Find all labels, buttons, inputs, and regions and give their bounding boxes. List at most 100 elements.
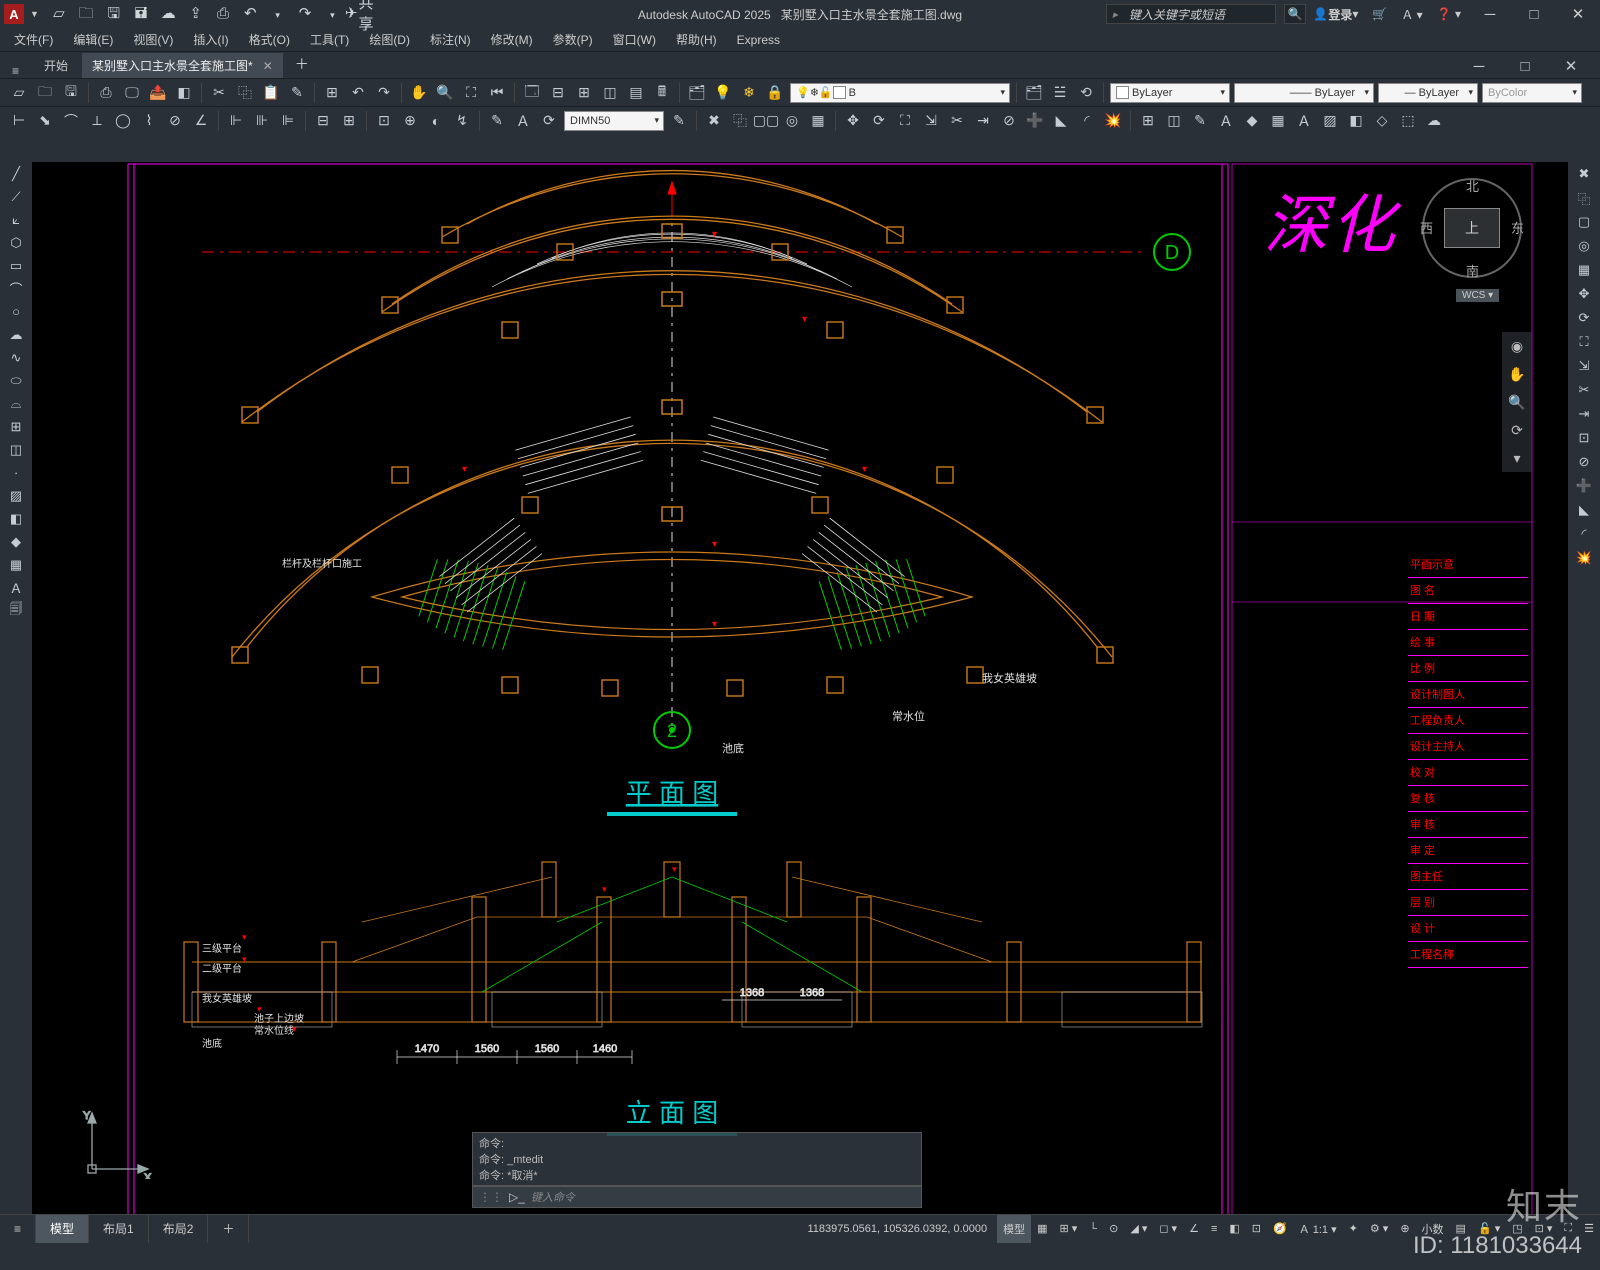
doc-min-icon[interactable]: ─ bbox=[1457, 54, 1501, 78]
bedit-icon[interactable]: ✎ bbox=[1188, 109, 1212, 133]
cut-icon[interactable]: ✂ bbox=[207, 81, 231, 105]
layer-on-icon[interactable]: 💡 bbox=[711, 81, 735, 105]
rect-icon[interactable]: ▭ bbox=[0, 254, 32, 277]
dimspace-icon[interactable]: ⊟ bbox=[311, 109, 335, 133]
stretch-icon[interactable]: ⇲ bbox=[1568, 354, 1600, 378]
dimjog-icon[interactable]: ⌇ bbox=[137, 109, 161, 133]
lw-icon[interactable]: ≡ bbox=[1205, 1215, 1223, 1243]
offset-icon[interactable]: ◎ bbox=[780, 109, 804, 133]
array-icon[interactable]: ▦ bbox=[806, 109, 830, 133]
erase-icon[interactable]: ✖ bbox=[702, 109, 726, 133]
scale-icon[interactable]: Ａ 1:1 ▾ bbox=[1293, 1215, 1343, 1243]
array-icon[interactable]: ▦ bbox=[1568, 258, 1600, 282]
xline-icon[interactable]: ⟋ bbox=[0, 185, 32, 208]
extend-icon[interactable]: ⇥ bbox=[971, 109, 995, 133]
save-icon[interactable]: 🖫 bbox=[59, 81, 83, 105]
insert-icon[interactable]: ⊞ bbox=[0, 415, 32, 438]
tabs-menu-icon[interactable]: ≡ bbox=[6, 64, 30, 78]
rotate-icon[interactable]: ⟳ bbox=[1568, 306, 1600, 330]
dimang-icon[interactable]: ∠ bbox=[189, 109, 213, 133]
scale-icon[interactable]: ⛶ bbox=[1568, 330, 1600, 354]
menu-item[interactable]: 参数(P) bbox=[543, 31, 603, 48]
paste-icon[interactable]: 📋 bbox=[259, 81, 283, 105]
command-line[interactable]: 命令:命令: _mtedit命令: *取消* ⋮⋮ ▷_ 键入命令 bbox=[472, 1132, 922, 1208]
command-input[interactable]: ⋮⋮ ▷_ 键入命令 bbox=[472, 1186, 922, 1208]
erase-icon[interactable]: ✖ bbox=[1568, 162, 1600, 186]
fillet-icon[interactable]: ◜ bbox=[1075, 109, 1099, 133]
props-icon[interactable]: 🗔 bbox=[520, 81, 544, 105]
hatch-icon[interactable]: ▨ bbox=[1318, 109, 1342, 133]
linetype-select[interactable]: —— ByLayer bbox=[1234, 83, 1374, 103]
copy-icon[interactable]: ⿻ bbox=[728, 109, 752, 133]
join-icon[interactable]: ➕ bbox=[1023, 109, 1047, 133]
menu-item[interactable]: 标注(N) bbox=[420, 31, 481, 48]
vc-top-face[interactable]: 上 bbox=[1444, 208, 1500, 248]
center-icon[interactable]: ⊕ bbox=[398, 109, 422, 133]
revcloud-icon[interactable]: ☁ bbox=[1422, 109, 1446, 133]
dimlin-icon[interactable]: ⊢ bbox=[7, 109, 31, 133]
layer-make-icon[interactable]: 🗂 bbox=[1022, 81, 1046, 105]
cart-icon[interactable]: 🛒 bbox=[1365, 0, 1394, 28]
open-icon[interactable]: 🗀 bbox=[75, 4, 97, 26]
menu-item[interactable]: 文件(F) bbox=[4, 31, 63, 48]
polar-icon[interactable]: ⊙ bbox=[1103, 1215, 1124, 1243]
dimbase-icon[interactable]: ⊪ bbox=[250, 109, 274, 133]
cmd-handle-icon[interactable]: ⋮⋮ bbox=[479, 1190, 503, 1204]
iso-icon[interactable]: ◢ ▾ bbox=[1124, 1215, 1153, 1243]
trans-icon[interactable]: ◧ bbox=[1223, 1215, 1245, 1243]
block-icon[interactable]: ◫ bbox=[1162, 109, 1186, 133]
dimstyle-select[interactable]: DIMN50 bbox=[564, 111, 664, 131]
tol-icon[interactable]: ⊡ bbox=[372, 109, 396, 133]
ellipse-icon[interactable]: ⬭ bbox=[0, 369, 32, 392]
block-icon[interactable]: ⊞ bbox=[320, 81, 344, 105]
plot-icon[interactable]: ⎙ bbox=[212, 2, 234, 24]
doc-close-icon[interactable]: ✕ bbox=[1549, 54, 1593, 78]
close-icon[interactable]: ✕ bbox=[1556, 0, 1600, 28]
sb-model[interactable]: 模型 bbox=[997, 1215, 1031, 1243]
addsel-icon[interactable]: 🗐 bbox=[0, 599, 32, 622]
hatch-icon[interactable]: ▨ bbox=[0, 484, 32, 507]
model-space[interactable]: D 2 bbox=[32, 162, 1568, 1242]
saveas-icon[interactable]: 🖬 bbox=[130, 4, 152, 26]
insert-icon[interactable]: ⊞ bbox=[1136, 109, 1160, 133]
layer-lock-icon[interactable]: 🔒 bbox=[763, 81, 787, 105]
chev-icon[interactable]: ▾ bbox=[321, 4, 343, 26]
tp-icon[interactable]: ⊞ bbox=[572, 81, 596, 105]
line-icon[interactable]: ╱ bbox=[0, 162, 32, 185]
dimdia-icon[interactable]: ⊘ bbox=[163, 109, 187, 133]
region-icon[interactable]: ◆ bbox=[1240, 109, 1264, 133]
undo-icon[interactable]: ↶ bbox=[239, 2, 261, 24]
dimted-icon[interactable]: Ａ bbox=[511, 109, 535, 133]
search-go-icon[interactable]: 🔍 bbox=[1284, 4, 1306, 24]
appstore-icon[interactable]: Ａ ▾ bbox=[1394, 0, 1429, 28]
3ddwf-icon[interactable]: ◧ bbox=[172, 81, 196, 105]
copy-icon[interactable]: ⿻ bbox=[233, 81, 257, 105]
osnap-icon[interactable]: ◻ ▾ bbox=[1153, 1215, 1183, 1243]
layer-freeze-icon[interactable]: ❄ bbox=[737, 81, 761, 105]
grid-icon[interactable]: ▦ bbox=[1031, 1215, 1053, 1243]
menu-item[interactable]: 窗口(W) bbox=[603, 31, 666, 48]
tabs-menu-icon[interactable]: ≡ bbox=[0, 1215, 36, 1243]
snap-icon[interactable]: ⊞ ▾ bbox=[1054, 1215, 1084, 1243]
vc-south[interactable]: 南 bbox=[1466, 261, 1479, 280]
nav-bar[interactable]: ◉ ✋ 🔍 ⟳ ▾ bbox=[1502, 332, 1532, 472]
polygon-icon[interactable]: ⬡ bbox=[0, 231, 32, 254]
layer-select[interactable]: 💡❄🔓B bbox=[790, 83, 1010, 103]
app-logo[interactable]: A bbox=[4, 4, 24, 24]
vc-west[interactable]: 西 bbox=[1420, 218, 1433, 237]
dimbreak-icon[interactable]: ⊞ bbox=[337, 109, 361, 133]
scale-icon[interactable]: ⛶ bbox=[893, 109, 917, 133]
dimcont-icon[interactable]: ⊫ bbox=[276, 109, 300, 133]
fillet-icon[interactable]: ◜ bbox=[1568, 522, 1600, 546]
layer-prev-icon[interactable]: ⟲ bbox=[1074, 81, 1098, 105]
inspect-icon[interactable]: ◐ bbox=[424, 109, 448, 133]
dimarc-icon[interactable]: ⌒ bbox=[59, 109, 83, 133]
orbit-icon[interactable]: ⟳ bbox=[1502, 416, 1532, 444]
menu-item[interactable]: 修改(M) bbox=[481, 31, 543, 48]
info-icon[interactable]: ❓ ▾ bbox=[1430, 0, 1468, 28]
menu-item[interactable]: 工具(T) bbox=[300, 31, 359, 48]
explode-icon[interactable]: 💥 bbox=[1568, 546, 1600, 570]
table-icon[interactable]: ▦ bbox=[1266, 109, 1290, 133]
circle-icon[interactable]: ○ bbox=[0, 300, 32, 323]
otrack-icon[interactable]: ∠ bbox=[1183, 1215, 1205, 1243]
